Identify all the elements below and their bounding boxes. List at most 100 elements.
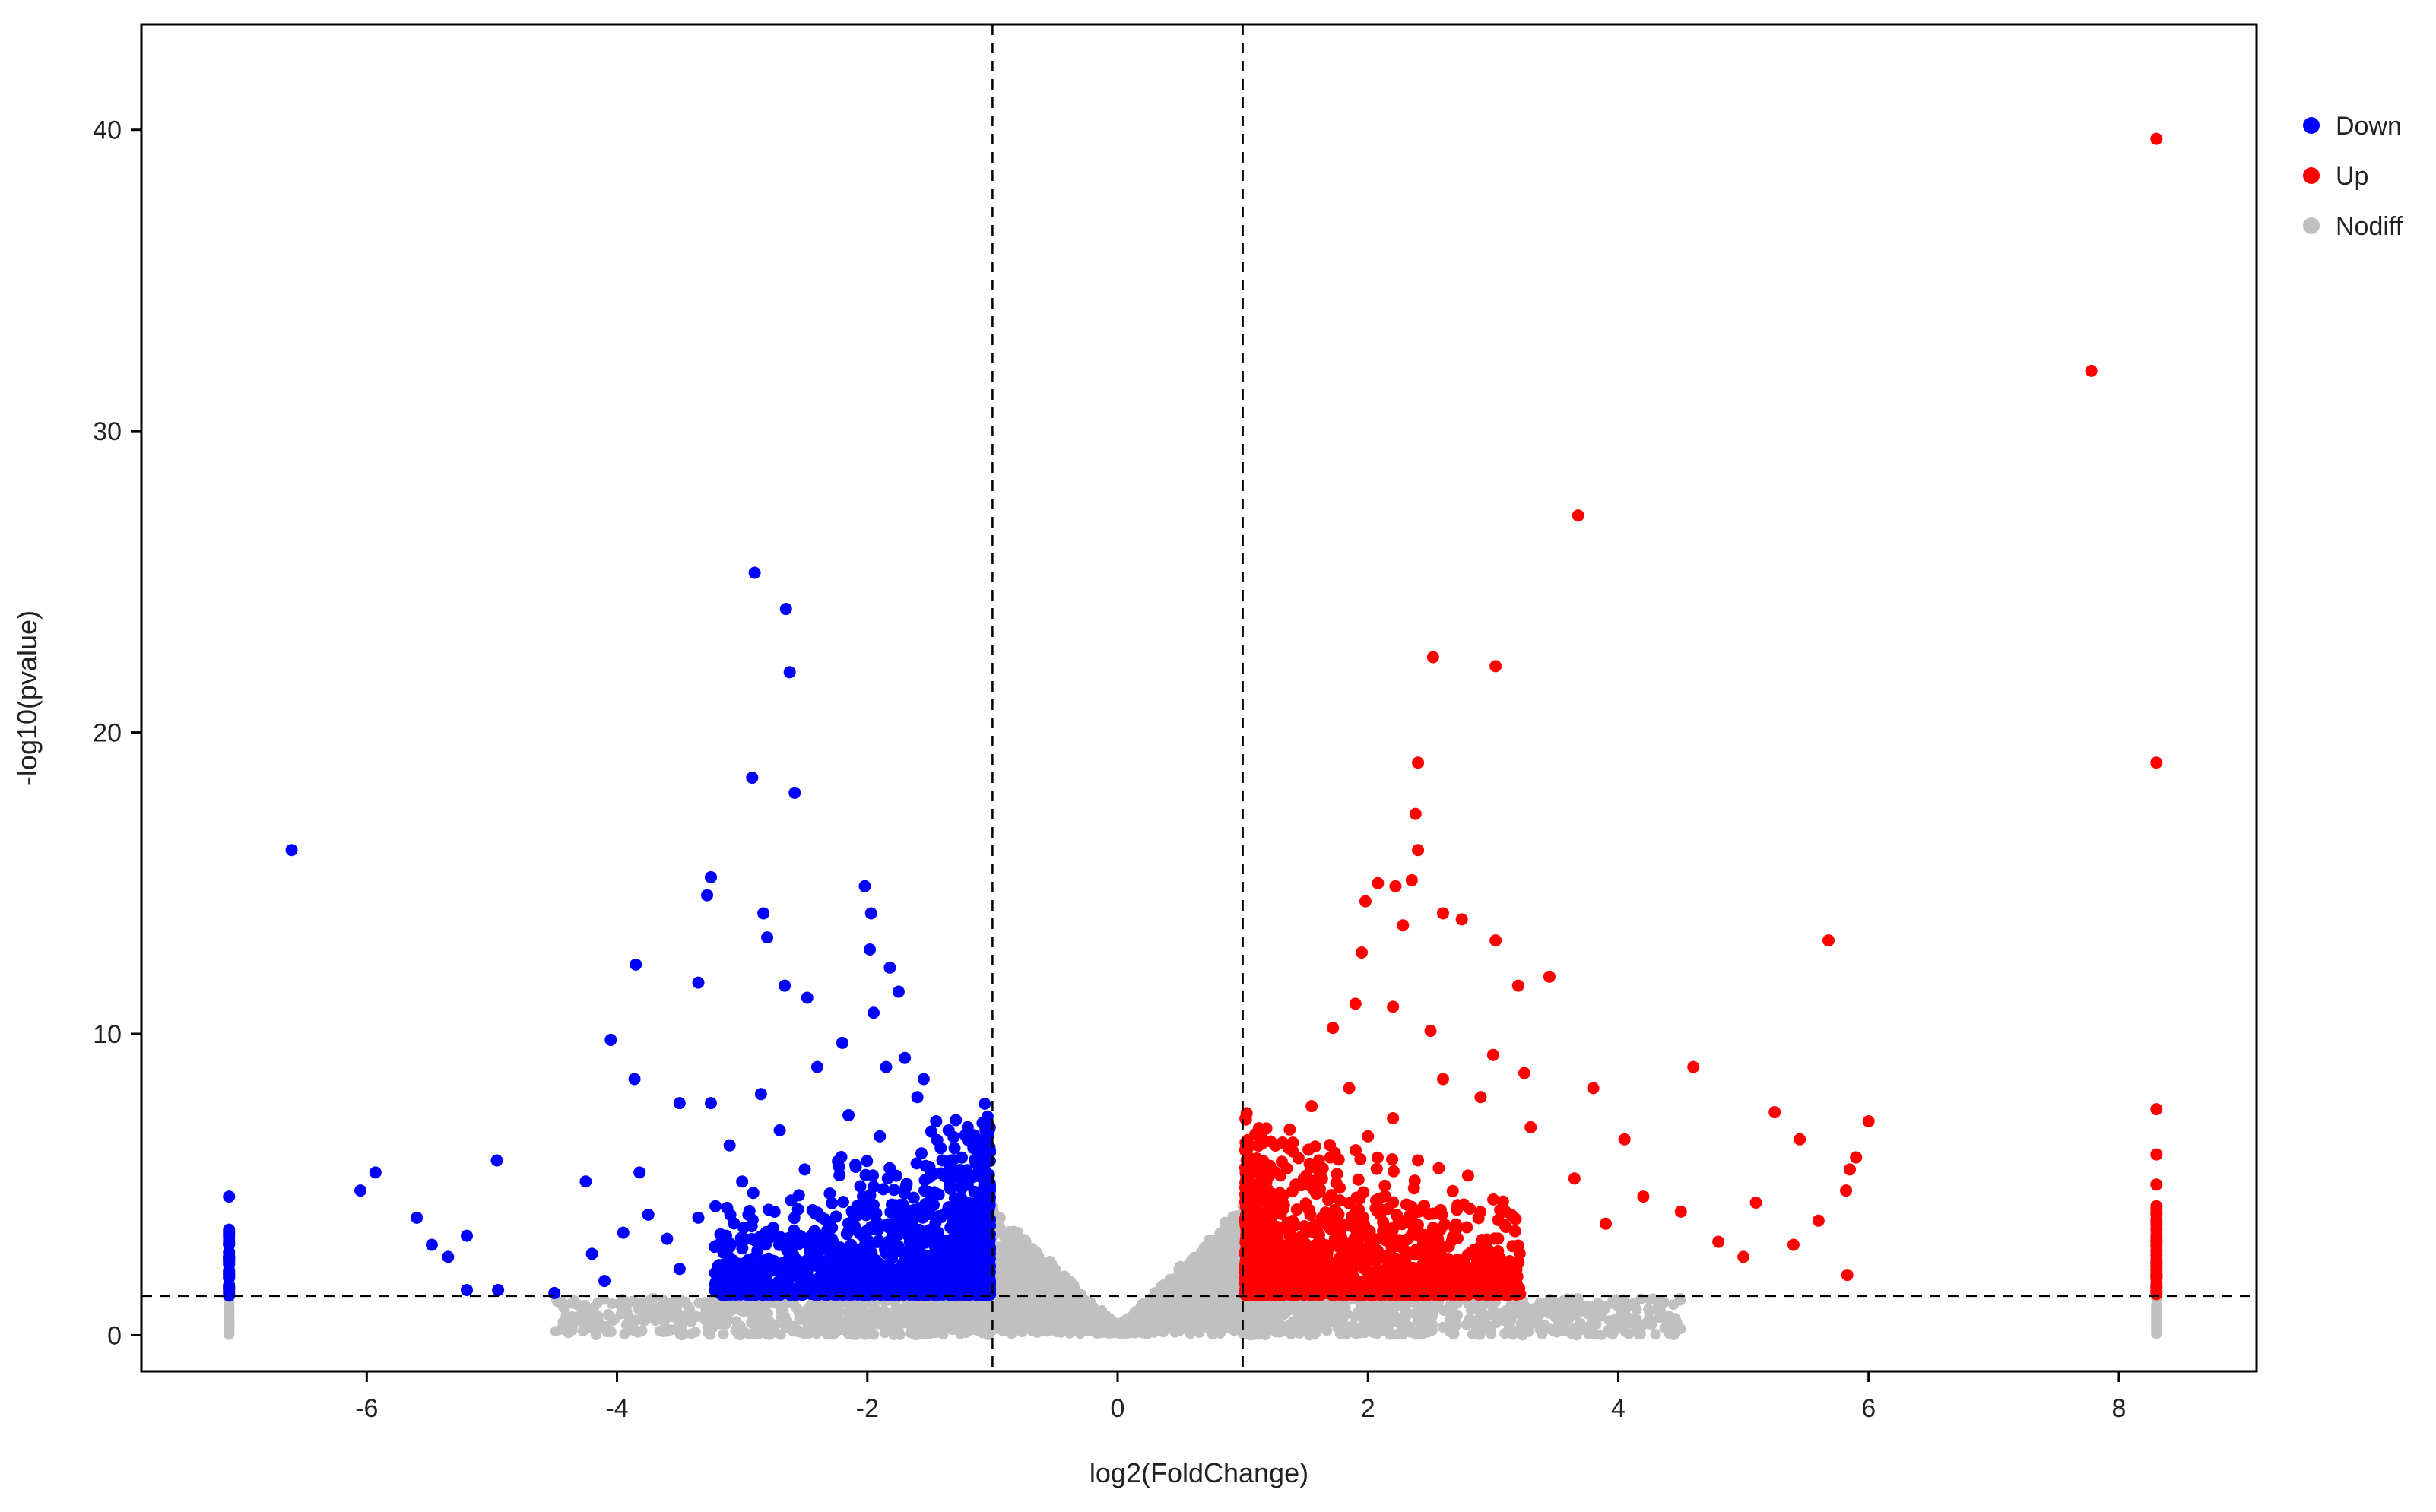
- nodiff-point: [1229, 1325, 1240, 1336]
- nodiff-point: [1041, 1313, 1052, 1324]
- down-point: [979, 1097, 991, 1110]
- down-point: [868, 1180, 880, 1193]
- nodiff-point: [804, 1322, 816, 1333]
- nodiff-point: [1001, 1280, 1013, 1292]
- nodiff-point: [1102, 1314, 1113, 1326]
- nodiff-point: [755, 1309, 766, 1320]
- down-point: [859, 1168, 872, 1181]
- nodiff-point: [1210, 1296, 1222, 1308]
- nodiff-point: [1174, 1322, 1185, 1333]
- nodiff-point: [1034, 1270, 1045, 1282]
- nodiff-point: [1003, 1263, 1014, 1275]
- down-point: [806, 1204, 819, 1217]
- nodiff-point: [645, 1312, 657, 1323]
- nodiff-point: [872, 1318, 883, 1330]
- nodiff-point: [1207, 1236, 1218, 1247]
- nodiff-point: [1013, 1282, 1025, 1293]
- nodiff-point: [923, 1308, 934, 1319]
- nodiff-point: [1165, 1273, 1176, 1285]
- points-layer: [223, 132, 2163, 1341]
- nodiff-point: [1654, 1303, 1666, 1314]
- nodiff-point: [1536, 1304, 1547, 1315]
- nodiff-point: [1050, 1282, 1061, 1294]
- down-point: [861, 1155, 874, 1168]
- nodiff-point: [1021, 1240, 1032, 1251]
- nodiff-point: [835, 1317, 846, 1328]
- nodiff-point: [1334, 1304, 1346, 1316]
- nodiff-point: [1391, 1329, 1403, 1340]
- nodiff-point: [1171, 1311, 1182, 1322]
- nodiff-point: [1461, 1319, 1472, 1330]
- nodiff-point: [1410, 1298, 1421, 1309]
- nodiff-point: [660, 1323, 671, 1335]
- nodiff-point: [743, 1328, 754, 1339]
- nodiff-point: [572, 1313, 583, 1324]
- nodiff-point: [1347, 1320, 1359, 1331]
- nodiff-point: [1463, 1298, 1474, 1309]
- nodiff-point: [1159, 1305, 1170, 1317]
- nodiff-point: [1140, 1305, 1152, 1317]
- nodiff-point: [1631, 1304, 1642, 1315]
- nodiff-point: [1088, 1307, 1099, 1318]
- nodiff-point: [2151, 1306, 2162, 1317]
- nodiff-point: [909, 1327, 921, 1338]
- nodiff-point: [576, 1303, 587, 1314]
- nodiff-point: [1536, 1321, 1547, 1333]
- nodiff-point: [1112, 1320, 1123, 1332]
- nodiff-point: [1644, 1306, 1655, 1317]
- nodiff-point: [1026, 1301, 1038, 1312]
- nodiff-point: [1071, 1314, 1082, 1325]
- nodiff-point: [550, 1326, 561, 1337]
- nodiff-point: [815, 1311, 826, 1322]
- nodiff-point: [1427, 1302, 1438, 1314]
- nodiff-point: [1367, 1320, 1378, 1332]
- nodiff-point: [1013, 1233, 1025, 1244]
- nodiff-point: [1181, 1315, 1192, 1327]
- nodiff-point: [1226, 1226, 1238, 1238]
- nodiff-point: [795, 1305, 806, 1317]
- nodiff-point: [1053, 1273, 1064, 1284]
- nodiff-point: [699, 1296, 711, 1308]
- nodiff-point: [1576, 1323, 1588, 1335]
- nodiff-point: [761, 1328, 772, 1339]
- nodiff-point: [966, 1314, 978, 1325]
- nodiff-point: [1305, 1324, 1316, 1336]
- nodiff-point: [792, 1324, 804, 1336]
- nodiff-point: [1218, 1323, 1229, 1335]
- nodiff-point: [1550, 1309, 1562, 1320]
- down-point: [887, 1184, 900, 1197]
- nodiff-point: [1037, 1322, 1048, 1333]
- nodiff-point: [1252, 1322, 1264, 1333]
- down-point: [854, 1180, 867, 1193]
- nodiff-point: [698, 1313, 709, 1324]
- nodiff-point: [1049, 1296, 1061, 1308]
- nodiff-point: [1207, 1283, 1218, 1295]
- nodiff-point: [865, 1308, 877, 1320]
- nodiff-point: [599, 1320, 611, 1332]
- nodiff-point: [1633, 1325, 1645, 1336]
- nodiff-point: [1210, 1250, 1221, 1261]
- nodiff-point: [678, 1328, 690, 1339]
- nodiff-point: [1183, 1269, 1194, 1280]
- nodiff-point: [1502, 1327, 1513, 1338]
- nodiff-point: [1615, 1312, 1626, 1323]
- nodiff-point: [618, 1297, 630, 1308]
- down-point: [747, 1187, 760, 1200]
- nodiff-point: [1071, 1295, 1083, 1306]
- nodiff-point: [848, 1310, 859, 1321]
- nodiff-point: [803, 1312, 814, 1323]
- nodiff-point: [1480, 1311, 1491, 1323]
- nodiff-point: [609, 1314, 620, 1325]
- down-point: [859, 1209, 872, 1222]
- nodiff-point: [1665, 1323, 1676, 1334]
- nodiff-point: [708, 1312, 719, 1323]
- nodiff-point: [1389, 1316, 1400, 1327]
- nodiff-point: [1488, 1304, 1499, 1316]
- nodiff-point: [1335, 1322, 1346, 1333]
- nodiff-point: [224, 1311, 235, 1323]
- nodiff-point: [1278, 1323, 1289, 1334]
- nodiff-point: [1029, 1249, 1040, 1260]
- nodiff-point: [807, 1304, 819, 1315]
- nodiff-point: [1061, 1302, 1073, 1314]
